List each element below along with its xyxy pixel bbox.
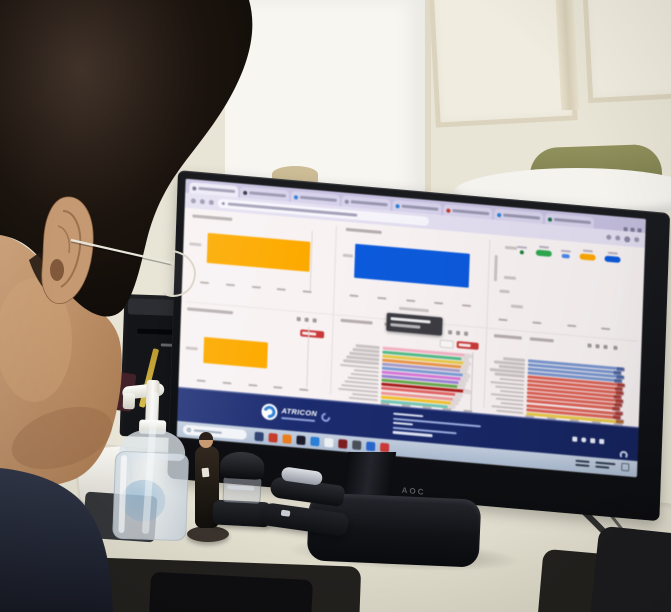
glasses-hinge bbox=[170, 261, 174, 265]
white-door bbox=[225, 0, 431, 192]
saint-figurine bbox=[187, 432, 229, 548]
chair-top-behind-monitor bbox=[272, 166, 318, 182]
face-cheek bbox=[0, 235, 122, 488]
glasses-temple bbox=[70, 238, 173, 265]
glasses-lens-rim bbox=[162, 250, 196, 297]
glasses-temple-shadow bbox=[70, 241, 173, 266]
shoulder bbox=[0, 468, 113, 612]
